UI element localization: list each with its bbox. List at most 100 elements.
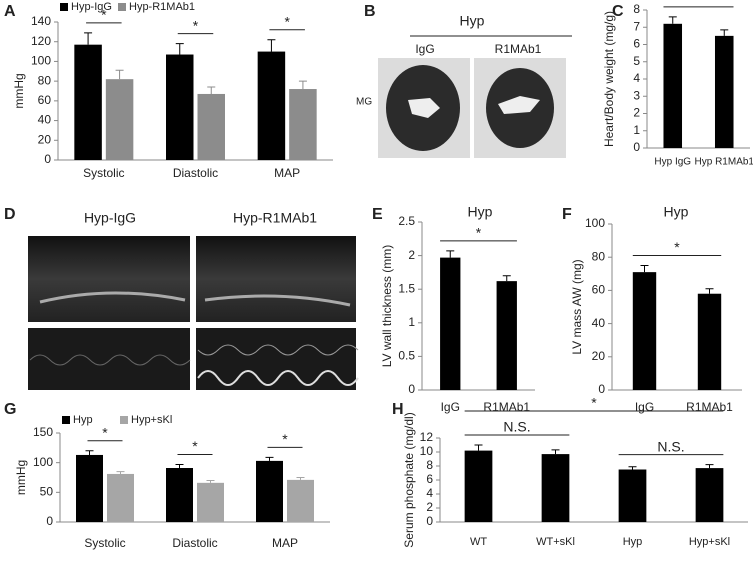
x-tick-label: R1MAb1	[483, 400, 530, 414]
error-bar	[84, 32, 93, 45]
bar	[166, 54, 194, 160]
y-tick-label: 0	[46, 514, 53, 528]
y-tick-label: 80	[592, 249, 606, 263]
echo-wall	[39, 291, 186, 304]
image-title: Hyp	[460, 13, 485, 29]
significance-label: *	[102, 425, 108, 441]
bar	[197, 482, 224, 522]
y-tick-label: 0	[598, 382, 605, 396]
image-label: Hyp-IgG	[84, 210, 136, 226]
y-axis-label: Serum phosphate (mg/dl)	[402, 412, 416, 547]
heart-lumen	[498, 96, 540, 114]
y-tick-label: 0	[408, 382, 415, 396]
y-tick-label: 150	[33, 425, 53, 439]
significance-label: N.S.	[503, 419, 530, 435]
y-tick-label: 0	[44, 152, 51, 166]
y-tick-label: 20	[38, 132, 52, 146]
y-tick-label: 6	[426, 472, 433, 486]
y-axis-label: LV wall thickness (mm)	[380, 245, 394, 367]
panel-letter: H	[392, 401, 404, 418]
y-tick-label: 40	[592, 316, 606, 330]
x-tick-label: Hyp IgG	[654, 157, 691, 168]
y-tick-label: 7	[633, 19, 640, 33]
significance-label: *	[591, 395, 597, 411]
x-tick-label: Diastolic	[172, 536, 217, 550]
significance-label: *	[476, 225, 482, 241]
bar	[166, 468, 193, 522]
legend-label: Hyp-R1MAb1	[129, 1, 195, 13]
error-bar	[115, 69, 124, 80]
y-tick-label: 60	[38, 93, 52, 107]
x-tick-label: Diastolic	[173, 166, 218, 180]
y-tick-label: 100	[585, 216, 605, 230]
bar	[663, 23, 683, 148]
mmode-trace	[197, 370, 359, 386]
significance-label: *	[282, 431, 288, 447]
image-label: R1MAb1	[495, 42, 542, 56]
y-tick-label: 0.5	[398, 349, 415, 363]
y-tick-label: 10	[420, 444, 434, 458]
error-bar	[175, 43, 184, 55]
bar	[257, 51, 286, 161]
y-tick-label: 4	[633, 71, 640, 85]
error-bar	[705, 288, 714, 294]
significance-label: N.S.	[657, 438, 684, 454]
y-tick-label: 6	[633, 37, 640, 51]
panel-letter: F	[562, 206, 572, 223]
x-tick-label: Hyp	[623, 536, 643, 548]
error-bar	[296, 477, 305, 480]
y-tick-label: 2.5	[398, 214, 415, 228]
legend-swatch	[118, 3, 126, 11]
row-label: MG	[356, 97, 372, 108]
x-tick-label: MAP	[274, 166, 300, 180]
bar	[107, 473, 134, 522]
bar	[105, 79, 134, 160]
y-tick-label: 80	[38, 73, 52, 87]
legend-label: Hyp-IgG	[71, 1, 112, 13]
y-tick-label: 40	[38, 113, 52, 127]
panel-letter: C	[612, 3, 624, 20]
echo-image	[196, 236, 356, 322]
legend-swatch	[60, 3, 68, 11]
y-tick-label: 0	[633, 140, 640, 154]
y-tick-label: 2	[408, 248, 415, 262]
chart-title: Hyp	[468, 204, 493, 220]
y-tick-label: 1	[633, 123, 640, 137]
mmode-trace	[29, 354, 191, 366]
y-tick-label: 3	[633, 88, 640, 102]
x-tick-label: MAP	[272, 536, 298, 550]
y-tick-label: 20	[592, 349, 606, 363]
y-tick-label: 100	[33, 455, 53, 469]
error-bar	[85, 450, 94, 455]
error-bar	[207, 86, 216, 94]
significance-label: *	[696, 0, 702, 7]
image-label: IgG	[415, 42, 434, 56]
heart-lumen	[408, 98, 440, 118]
y-tick-label: 50	[40, 485, 54, 499]
y-tick-label: 2	[633, 106, 640, 120]
panel-letter: A	[4, 3, 16, 20]
x-tick-label: Hyp+sKl	[689, 536, 730, 548]
panel-letter: B	[364, 3, 376, 20]
error-bar	[720, 29, 729, 36]
bar	[695, 468, 724, 522]
y-tick-label: 2	[426, 500, 433, 514]
significance-label: *	[192, 438, 198, 454]
bar	[632, 272, 657, 390]
y-axis-label: mmHg	[12, 73, 26, 108]
y-tick-label: 1.5	[398, 281, 415, 295]
y-tick-label: 100	[31, 54, 51, 68]
bar	[256, 460, 283, 522]
bar	[74, 44, 102, 160]
legend-label: Hyp	[73, 414, 93, 426]
legend-swatch	[62, 416, 70, 424]
error-bar	[267, 39, 276, 52]
panel-letter: D	[4, 206, 16, 223]
x-tick-label: IgG	[441, 400, 460, 414]
y-tick-label: 60	[592, 283, 606, 297]
bar	[496, 281, 517, 390]
x-tick-label: R1MAb1	[686, 400, 733, 414]
bar	[714, 35, 734, 148]
error-bar	[474, 444, 483, 451]
image-label: Hyp-R1MAb1	[233, 210, 317, 226]
